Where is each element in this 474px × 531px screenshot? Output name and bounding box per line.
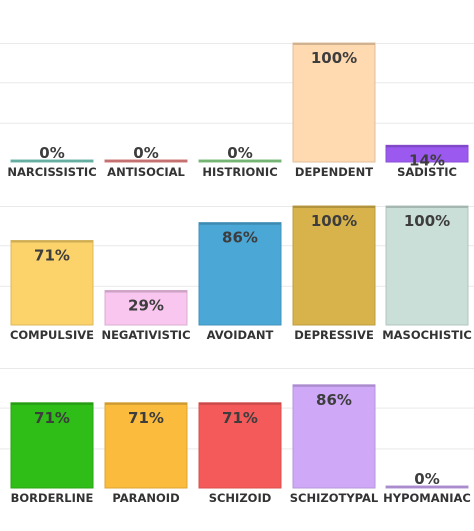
category-label: HYPOMANIAC <box>383 491 471 505</box>
data-label: 86% <box>316 391 352 409</box>
bar-top-edge <box>386 206 468 208</box>
data-label: 100% <box>404 212 450 230</box>
bar-top-edge <box>105 290 187 293</box>
category-label: COMPULSIVE <box>10 328 94 342</box>
category-label: SADISTIC <box>397 165 457 179</box>
category-label: DEPENDENT <box>295 165 373 179</box>
data-label: 29% <box>128 296 164 314</box>
category-label: NARCISSISTIC <box>7 165 96 179</box>
bar-top-edge <box>199 222 281 225</box>
bar-dependent <box>292 42 376 163</box>
bar-top-edge <box>105 160 187 162</box>
bar-top-edge <box>11 402 93 405</box>
data-label: 100% <box>311 49 357 67</box>
bar-top-edge <box>11 240 93 243</box>
bar-top-edge <box>11 160 93 162</box>
bar-masochistic <box>385 205 469 326</box>
data-label: 71% <box>34 247 70 265</box>
category-label: SCHIZOTYPAL <box>290 491 379 505</box>
bar-compulsive <box>10 240 94 326</box>
category-label: DEPRESSIVE <box>294 328 374 342</box>
category-label: SCHIZOID <box>209 491 272 505</box>
bar-top-edge <box>293 206 375 208</box>
bar-top-edge <box>199 402 281 405</box>
category-label: BORDERLINE <box>11 491 94 505</box>
bar-negativistic <box>104 289 188 326</box>
bar-paranoid <box>104 402 188 489</box>
bar-top-edge <box>386 145 468 148</box>
category-label: PARANOID <box>112 491 179 505</box>
category-label: NEGATIVISTIC <box>101 328 190 342</box>
data-label: 0% <box>227 144 252 162</box>
data-label: 0% <box>39 144 64 162</box>
data-label: 14% <box>409 151 445 169</box>
bar-schizoid <box>198 402 282 489</box>
bar-borderline <box>10 402 94 489</box>
category-label: MASOCHISTIC <box>382 328 472 342</box>
bar-top-edge <box>293 43 375 45</box>
bar-top-edge <box>105 402 187 405</box>
category-label: HISTRIONIC <box>202 165 277 179</box>
bar-schizotypal <box>292 384 376 489</box>
data-label: 0% <box>414 470 439 488</box>
category-label: ANTISOCIAL <box>107 165 185 179</box>
category-label: AVOIDANT <box>207 328 274 342</box>
data-label: 100% <box>311 212 357 230</box>
bar-top-edge <box>386 486 468 488</box>
data-label: 71% <box>222 409 258 427</box>
data-label: 71% <box>128 409 164 427</box>
data-label: 0% <box>133 144 158 162</box>
bar-top-edge <box>199 160 281 162</box>
data-label: 71% <box>34 409 70 427</box>
data-label: 86% <box>222 229 258 247</box>
bar-top-edge <box>293 384 375 387</box>
